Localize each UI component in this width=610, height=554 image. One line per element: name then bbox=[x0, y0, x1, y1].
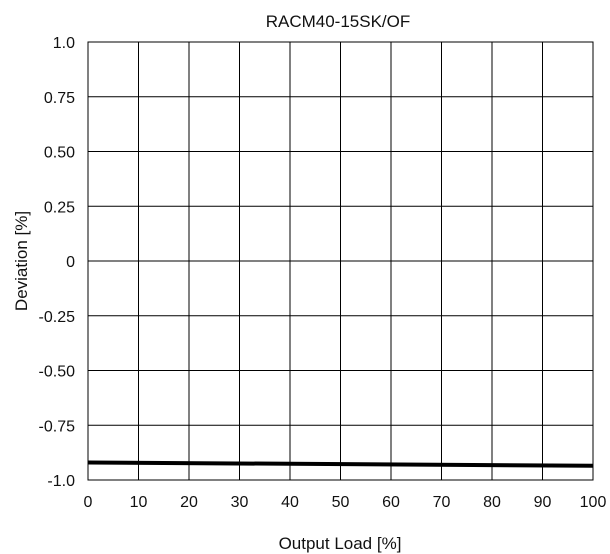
y-tick-labels: 1.0 0.75 0.50 0.25 0 -0.25 -0.50 -0.75 -1.0 bbox=[39, 35, 76, 490]
y-tick-label-0.25: 0.25 bbox=[44, 199, 75, 216]
x-tick-label-10: 10 bbox=[130, 494, 148, 511]
grid bbox=[88, 42, 593, 480]
y-tick-label-0.75: 0.75 bbox=[44, 90, 75, 107]
y-tick-label--0.25: -0.25 bbox=[39, 309, 76, 326]
x-tick-label-80: 80 bbox=[483, 494, 501, 511]
y-tick-label--1.0: -1.0 bbox=[47, 473, 75, 490]
plot-frame bbox=[87, 41, 594, 481]
y-tick-label-0.50: 0.50 bbox=[44, 145, 75, 162]
x-tick-label-40: 40 bbox=[281, 494, 299, 511]
x-tick-label-0: 0 bbox=[84, 494, 93, 511]
x-tick-label-90: 90 bbox=[534, 494, 552, 511]
series-layer bbox=[87, 460, 594, 468]
x-tick-label-60: 60 bbox=[382, 494, 400, 511]
series-line-1 bbox=[87, 460, 594, 468]
x-tick-labels: 0 10 20 30 40 50 60 70 80 90 100 bbox=[84, 494, 607, 511]
x-axis-label: Output Load [%] bbox=[279, 534, 402, 553]
chart-title: RACM40-15SK/OF bbox=[266, 12, 411, 31]
x-tick-label-100: 100 bbox=[580, 494, 607, 511]
y-axis-label: Deviation [%] bbox=[12, 211, 31, 311]
x-tick-label-70: 70 bbox=[433, 494, 451, 511]
y-tick-label-0: 0 bbox=[66, 254, 75, 271]
x-tick-label-30: 30 bbox=[231, 494, 249, 511]
x-tick-label-50: 50 bbox=[332, 494, 350, 511]
x-tick-label-20: 20 bbox=[180, 494, 198, 511]
y-tick-label--0.50: -0.50 bbox=[39, 364, 76, 381]
y-tick-label--0.75: -0.75 bbox=[39, 418, 76, 435]
y-tick-label-1.0: 1.0 bbox=[53, 35, 75, 52]
